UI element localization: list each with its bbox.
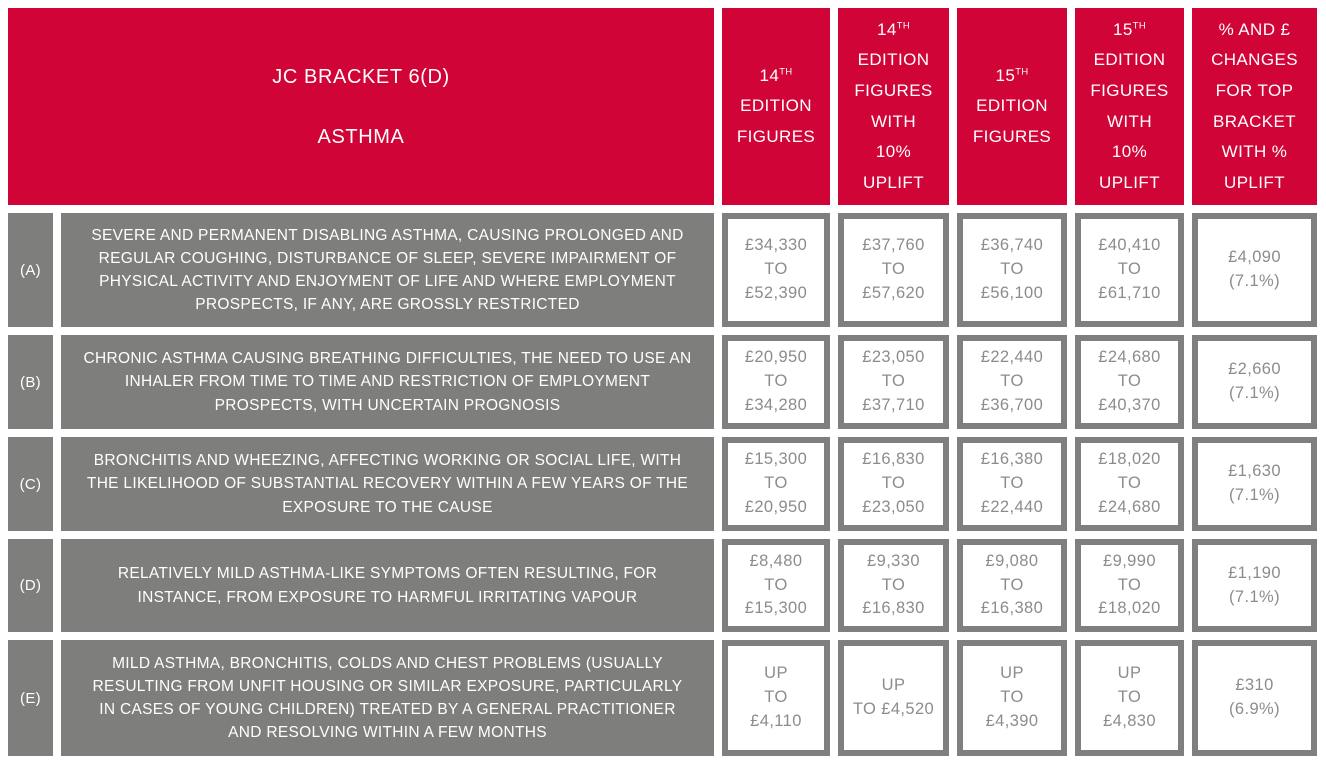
value-cell-a-14th-uplift: £37,760 TO £57,620 (838, 213, 949, 327)
row-description-e: MILD ASTHMA, BRONCHITIS, COLDS AND CHEST… (61, 640, 714, 756)
value-cell-b-15th: £22,440 TO £36,700 (957, 335, 1067, 429)
value-cell-c-15th: £16,380 TO £22,440 (957, 437, 1067, 531)
column-header-15th-edition: 15TH EDITION FIGURES (957, 8, 1067, 205)
column-header-14th-edition: 14TH EDITION FIGURES (722, 8, 830, 205)
row-description-b: CHRONIC ASTHMA CAUSING BREATHING DIFFICU… (61, 335, 714, 429)
value-cell-e-change: £310 (6.9%) (1192, 640, 1317, 756)
value-cell-a-15th: £36,740 TO £56,100 (957, 213, 1067, 327)
table-title-cell: JC BRACKET 6(D) ASTHMA (8, 8, 714, 205)
value-cell-a-change: £4,090 (7.1%) (1192, 213, 1317, 327)
value-cell-e-15th-uplift: UP TO £4,830 (1075, 640, 1184, 756)
value-cell-c-14th: £15,300 TO £20,950 (722, 437, 830, 531)
row-description-c: BRONCHITIS AND WHEEZING, AFFECTING WORKI… (61, 437, 714, 531)
value-cell-b-change: £2,660 (7.1%) (1192, 335, 1317, 429)
value-cell-c-14th-uplift: £16,830 TO £23,050 (838, 437, 949, 531)
value-cell-d-14th-uplift: £9,330 TO £16,830 (838, 539, 949, 632)
column-header-changes: % AND £ CHANGES FOR TOP BRACKET WITH % UPLIFT (1192, 8, 1317, 205)
value-cell-a-14th: £34,330 TO £52,390 (722, 213, 830, 327)
value-cell-e-15th: UP TO £4,390 (957, 640, 1067, 756)
row-label-b: (B) (8, 335, 53, 429)
value-cell-c-15th-uplift: £18,020 TO £24,680 (1075, 437, 1184, 531)
row-description-d: RELATIVELY MILD ASTHMA-LIKE SYMPTOMS OFT… (61, 539, 714, 632)
row-description-a: SEVERE AND PERMANENT DISABLING ASTHMA, C… (61, 213, 714, 327)
value-cell-c-change: £1,630 (7.1%) (1192, 437, 1317, 531)
row-label-c: (C) (8, 437, 53, 531)
row-label-d: (D) (8, 539, 53, 632)
jc-bracket-table: JC BRACKET 6(D) ASTHMA 14TH EDITION FIGURE… (8, 8, 1317, 756)
value-cell-e-14th: UP TO £4,110 (722, 640, 830, 756)
value-cell-d-15th-uplift: £9,990 TO £18,020 (1075, 539, 1184, 632)
column-header-15th-edition-uplift: 15TH EDITION FIGURES WITH 10% UPLIFT (1075, 8, 1184, 205)
table-title: JC BRACKET 6(D) ASTHMA (272, 65, 450, 148)
value-cell-a-15th-uplift: £40,410 TO £61,710 (1075, 213, 1184, 327)
row-label-e: (E) (8, 640, 53, 756)
value-cell-b-14th-uplift: £23,050 TO £37,710 (838, 335, 949, 429)
value-cell-e-14th-uplift: UP TO £4,520 (838, 640, 949, 756)
value-cell-d-change: £1,190 (7.1%) (1192, 539, 1317, 632)
column-header-14th-edition-uplift: 14TH EDITION FIGURES WITH 10% UPLIFT (838, 8, 949, 205)
value-cell-b-14th: £20,950 TO £34,280 (722, 335, 830, 429)
value-cell-d-15th: £9,080 TO £16,380 (957, 539, 1067, 632)
row-label-a: (A) (8, 213, 53, 327)
value-cell-b-15th-uplift: £24,680 TO £40,370 (1075, 335, 1184, 429)
value-cell-d-14th: £8,480 TO £15,300 (722, 539, 830, 632)
